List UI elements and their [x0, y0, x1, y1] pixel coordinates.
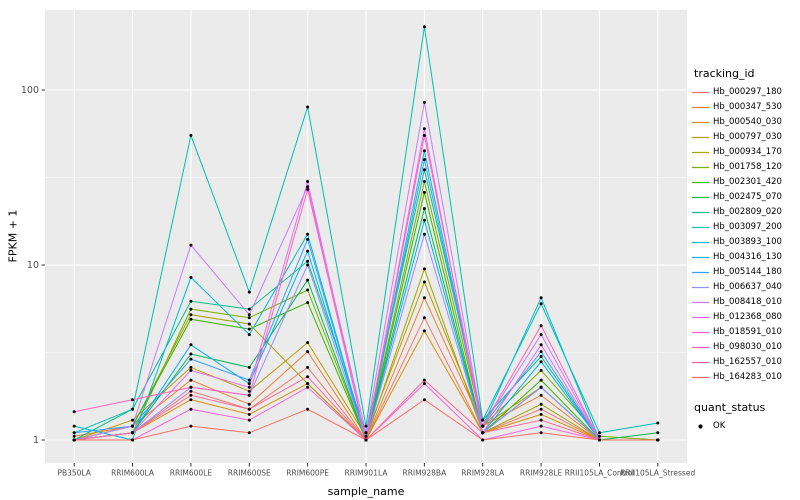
x-axis-title: sample_name — [327, 485, 405, 498]
svg-text:10: 10 — [27, 260, 39, 271]
legend-label: Hb_000347_530 — [713, 102, 782, 112]
legend-item-Hb_000797_030: Hb_000797_030 — [692, 130, 798, 145]
legend-item-Hb_006637_040: Hb_006637_040 — [692, 280, 798, 295]
legend-item-Hb_003893_100: Hb_003893_100 — [692, 235, 798, 250]
line-key-icon — [692, 371, 709, 384]
line-key-icon — [692, 86, 709, 99]
legend-label: Hb_162557_010 — [713, 357, 782, 367]
legend-label: Hb_003097_200 — [713, 222, 782, 232]
legend-title-tracking-id: tracking_id — [694, 66, 755, 80]
legend-title-quant-status: quant_status — [694, 400, 766, 414]
line-key-icon — [692, 161, 709, 174]
line-key-icon — [692, 356, 709, 369]
line-key-icon — [692, 116, 709, 129]
legend-item-Hb_004316_130: Hb_004316_130 — [692, 250, 798, 265]
line-key-icon — [692, 221, 709, 234]
legend-item-Hb_012368_080: Hb_012368_080 — [692, 310, 798, 325]
line-key-icon — [692, 296, 709, 309]
svg-text:100: 100 — [21, 85, 39, 96]
line-key-icon — [692, 101, 709, 114]
svg-text:RRIM928BA: RRIM928BA — [403, 469, 448, 478]
svg-text:RRII105LA_Stressed: RRII105LA_Stressed — [620, 469, 695, 478]
chart-legend: tracking_id Hb_000297_180 Hb_000347_530 Hb… — [692, 0, 798, 500]
legend-item-Hb_002475_070: Hb_002475_070 — [692, 190, 798, 205]
line-key-icon — [692, 176, 709, 189]
svg-text:RRIM600LA: RRIM600LA — [111, 469, 155, 478]
legend-item-Hb_005144_180: Hb_005144_180 — [692, 265, 798, 280]
line-key-icon — [692, 341, 709, 354]
legend-label: Hb_000797_030 — [713, 132, 782, 142]
legend-item-Hb_162557_010: Hb_162557_010 — [692, 355, 798, 370]
line-key-icon — [692, 326, 709, 339]
legend-item-quant-ok: OK — [692, 419, 798, 434]
legend-label: Hb_003893_100 — [713, 237, 782, 247]
legend-label: Hb_002301_420 — [713, 177, 782, 187]
svg-text:RRII105LA_Control: RRII105LA_Control — [565, 469, 635, 478]
legend-label: Hb_012368_080 — [713, 312, 782, 322]
y-tick-labels: 1 10 100 — [21, 85, 39, 446]
y-axis-title: FPKM + 1 — [6, 209, 20, 263]
legend-group-quant-status: quant_status OK — [692, 401, 798, 434]
ok-point-icon — [692, 420, 709, 433]
legend-label: Hb_018591_010 — [713, 327, 782, 337]
svg-text:RRIM928LE: RRIM928LE — [520, 469, 563, 478]
legend-label: Hb_000540_030 — [713, 117, 782, 127]
legend-item-Hb_000347_530: Hb_000347_530 — [692, 100, 798, 115]
legend-item-Hb_008418_010: Hb_008418_010 — [692, 295, 798, 310]
line-key-icon — [692, 311, 709, 324]
axis-ticks — [41, 89, 659, 467]
line-key-icon — [692, 236, 709, 249]
legend-label: Hb_098030_010 — [713, 342, 782, 352]
legend-item-Hb_003097_200: Hb_003097_200 — [692, 220, 798, 235]
line-key-icon — [692, 206, 709, 219]
svg-text:RRIM901LA: RRIM901LA — [345, 469, 389, 478]
svg-text:RRIM600LE: RRIM600LE — [170, 469, 213, 478]
legend-label: Hb_001758_120 — [713, 162, 782, 172]
legend-label: OK — [713, 421, 726, 431]
legend-item-Hb_002301_420: Hb_002301_420 — [692, 175, 798, 190]
line-key-icon — [692, 131, 709, 144]
line-key-icon — [692, 146, 709, 159]
legend-label: Hb_005144_180 — [713, 267, 782, 277]
line-key-icon — [692, 281, 709, 294]
svg-text:RRIM600SE: RRIM600SE — [228, 469, 271, 478]
svg-text:RRIM600PE: RRIM600PE — [286, 469, 329, 478]
svg-text:PB350LA: PB350LA — [57, 469, 91, 478]
legend-label: Hb_002809_020 — [713, 207, 782, 217]
legend-item-Hb_098030_010: Hb_098030_010 — [692, 340, 798, 355]
legend-item-Hb_000540_030: Hb_000540_030 — [692, 115, 798, 130]
svg-text:1: 1 — [33, 435, 39, 446]
legend-label: Hb_164283_010 — [713, 372, 782, 382]
legend-item-Hb_001758_120: Hb_001758_120 — [692, 160, 798, 175]
line-key-icon — [692, 191, 709, 204]
legend-label: Hb_000297_180 — [713, 87, 782, 97]
legend-label: Hb_004316_130 — [713, 252, 782, 262]
legend-label: Hb_002475_070 — [713, 192, 782, 202]
line-key-icon — [692, 266, 709, 279]
legend-tracking-items: Hb_000297_180 Hb_000347_530 Hb_000540_030 H… — [692, 85, 798, 385]
x-tick-labels: PB350LA RRIM600LA RRIM600LE RRIM600SE RRIM60… — [57, 469, 695, 478]
data-points — [72, 25, 660, 442]
legend-item-Hb_018591_010: Hb_018591_010 — [692, 325, 798, 340]
legend-item-Hb_000297_180: Hb_000297_180 — [692, 85, 798, 100]
legend-label: Hb_006637_040 — [713, 282, 782, 292]
legend-label: Hb_000934_170 — [713, 147, 782, 157]
legend-label: Hb_008418_010 — [713, 297, 782, 307]
legend-item-Hb_002809_020: Hb_002809_020 — [692, 205, 798, 220]
legend-item-Hb_164283_010: Hb_164283_010 — [692, 370, 798, 385]
line-key-icon — [692, 251, 709, 264]
svg-text:RRIM928LA: RRIM928LA — [461, 469, 505, 478]
legend-item-Hb_000934_170: Hb_000934_170 — [692, 145, 798, 160]
